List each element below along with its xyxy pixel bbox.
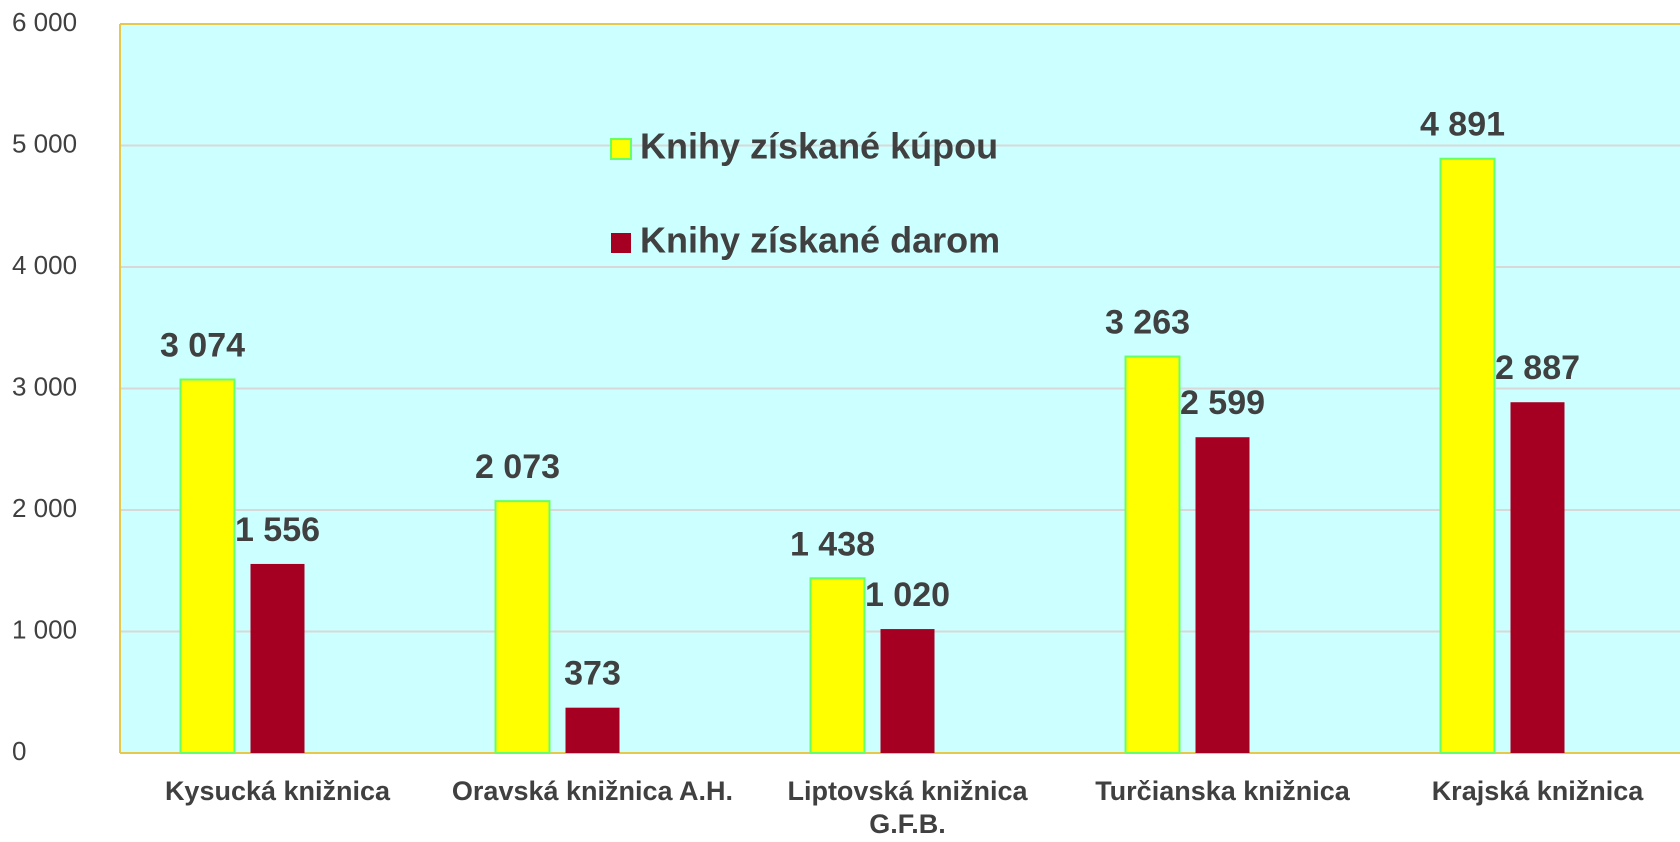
y-tick-label: 6 000 (12, 7, 77, 37)
x-tick-label: Kysucká knižnica (164, 776, 391, 806)
bar (1124, 355, 1181, 754)
bar (809, 577, 866, 755)
legend-label: Knihy získané darom (640, 220, 1000, 261)
bar (565, 707, 620, 753)
x-tick-label: Krajská knižnica (1431, 776, 1644, 806)
bar (179, 378, 236, 754)
y-tick-label: 1 000 (12, 614, 77, 644)
data-label: 2 599 (1180, 384, 1265, 422)
data-label: 3 263 (1105, 304, 1190, 342)
y-tick-label: 5 000 (12, 128, 77, 158)
legend-swatch (611, 233, 631, 253)
y-tick-label: 3 000 (12, 371, 77, 401)
y-tick-label: 0 (12, 736, 26, 766)
bar (1510, 402, 1565, 753)
bar (1195, 437, 1250, 753)
data-label: 1 438 (790, 525, 875, 563)
data-label: 3 074 (160, 326, 245, 364)
data-label: 373 (564, 655, 621, 693)
bar (494, 500, 551, 754)
x-tick-label: Liptovská knižnica G.F.B. (787, 776, 1028, 839)
x-tick-label: Turčianska knižnica (1095, 776, 1350, 806)
legend-label: Knihy získané kúpou (640, 126, 998, 167)
data-label: 1 556 (235, 511, 320, 549)
data-label: 1 020 (865, 576, 950, 614)
bar (1439, 157, 1496, 754)
x-tick-label: Oravská knižnica A.H. (451, 776, 734, 806)
data-label: 4 891 (1420, 106, 1505, 144)
bar (250, 563, 305, 753)
y-tick-label: 2 000 (12, 493, 77, 523)
data-label: 2 887 (1495, 349, 1580, 387)
y-tick-label: 4 000 (12, 250, 77, 280)
legend-swatch (610, 138, 632, 160)
data-label: 2 073 (475, 448, 560, 486)
bar (880, 629, 935, 753)
